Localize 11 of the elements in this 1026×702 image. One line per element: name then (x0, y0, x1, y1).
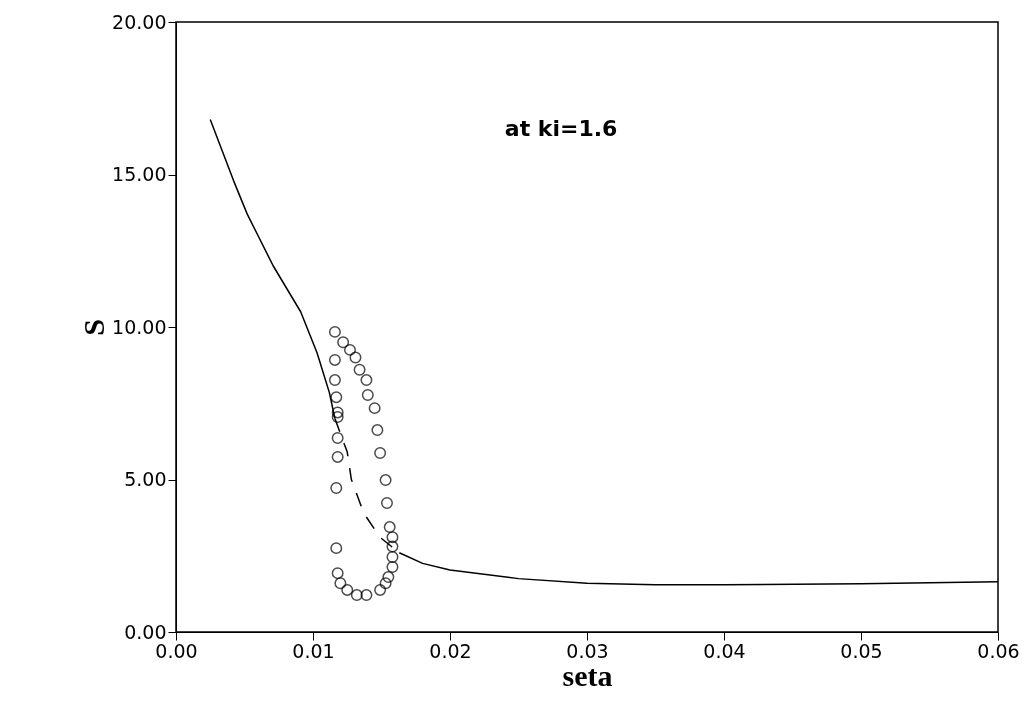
y-tick-label: 5.00 (124, 468, 167, 490)
x-tick-label: 0.06 (977, 639, 1020, 662)
y-tick-label: 15.00 (112, 163, 167, 185)
x-tick-label: 0.05 (840, 639, 883, 662)
annotation: at ki=1.6 (504, 115, 618, 141)
x-tick-label: 0.02 (429, 639, 472, 662)
x-tick-label: 0.01 (292, 639, 335, 662)
y-tick-label: 10.00 (112, 315, 167, 338)
y-axis-title: S (77, 319, 111, 336)
x-tick-label: 0.04 (703, 639, 746, 662)
y-tick-label: 20.00 (112, 10, 167, 33)
